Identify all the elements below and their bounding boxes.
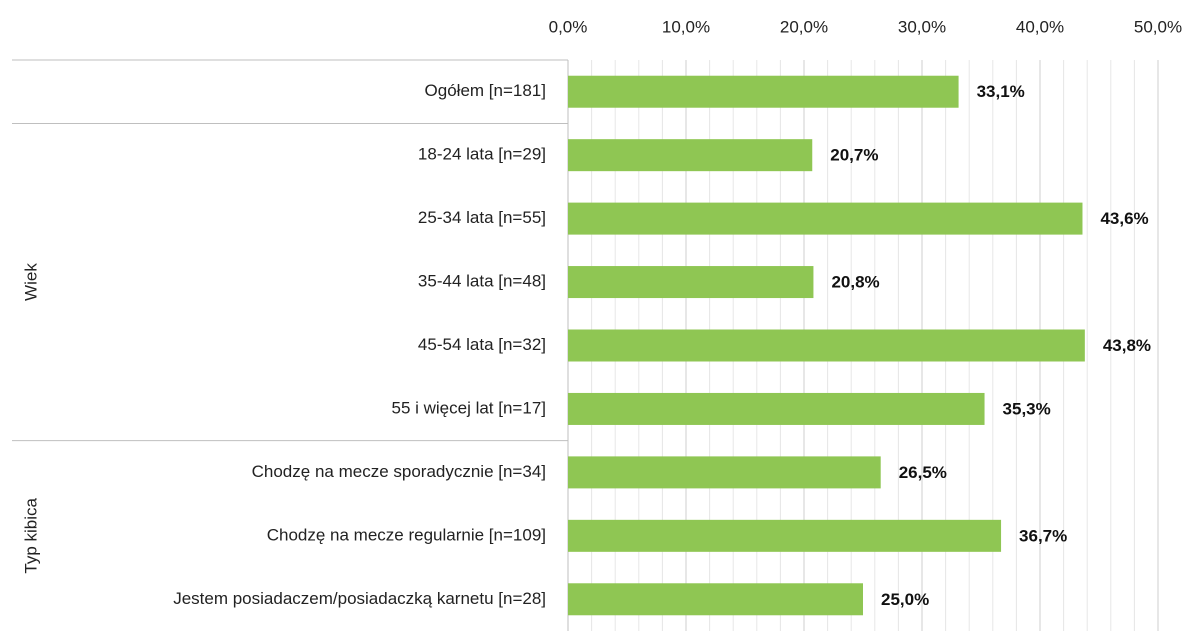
x-tick-label: 50,0% [1134,17,1182,36]
x-tick-label: 0,0% [549,17,588,36]
value-label: 26,5% [899,463,947,482]
group-label: Typ kibica [21,497,40,573]
value-label: 36,7% [1019,526,1067,545]
group-label: Wiek [21,263,40,301]
category-label: 35-44 lata [n=48] [418,272,546,291]
category-label: 25-34 lata [n=55] [418,208,546,227]
bar [568,392,985,425]
category-label: Ogółem [n=181] [425,81,546,100]
value-label: 33,1% [977,82,1025,101]
value-label: 35,3% [1003,399,1051,418]
x-tick-label: 10,0% [662,17,710,36]
value-label: 43,8% [1103,336,1151,355]
value-label: 20,7% [830,146,878,165]
x-tick-label: 30,0% [898,17,946,36]
category-label: 55 i więcej lat [n=17] [391,398,546,417]
category-label: 45-54 lata [n=32] [418,335,546,354]
x-tick-label: 20,0% [780,17,828,36]
x-tick-label: 40,0% [1016,17,1064,36]
bar [568,456,881,489]
value-label: 20,8% [831,273,879,292]
bar [568,329,1085,362]
category-label: Chodzę na mecze sporadycznie [n=34] [252,462,546,481]
bar [568,583,863,616]
bar [568,202,1083,235]
bar [568,75,959,108]
bar [568,266,814,299]
value-label: 25,0% [881,590,929,609]
category-label: Jestem posiadaczem/posiadaczką karnetu [… [173,589,546,608]
bar [568,519,1002,552]
category-label: Chodzę na mecze regularnie [n=109] [267,525,546,544]
category-label: 18-24 lata [n=29] [418,145,546,164]
value-label: 43,6% [1100,209,1148,228]
bar [568,139,813,172]
